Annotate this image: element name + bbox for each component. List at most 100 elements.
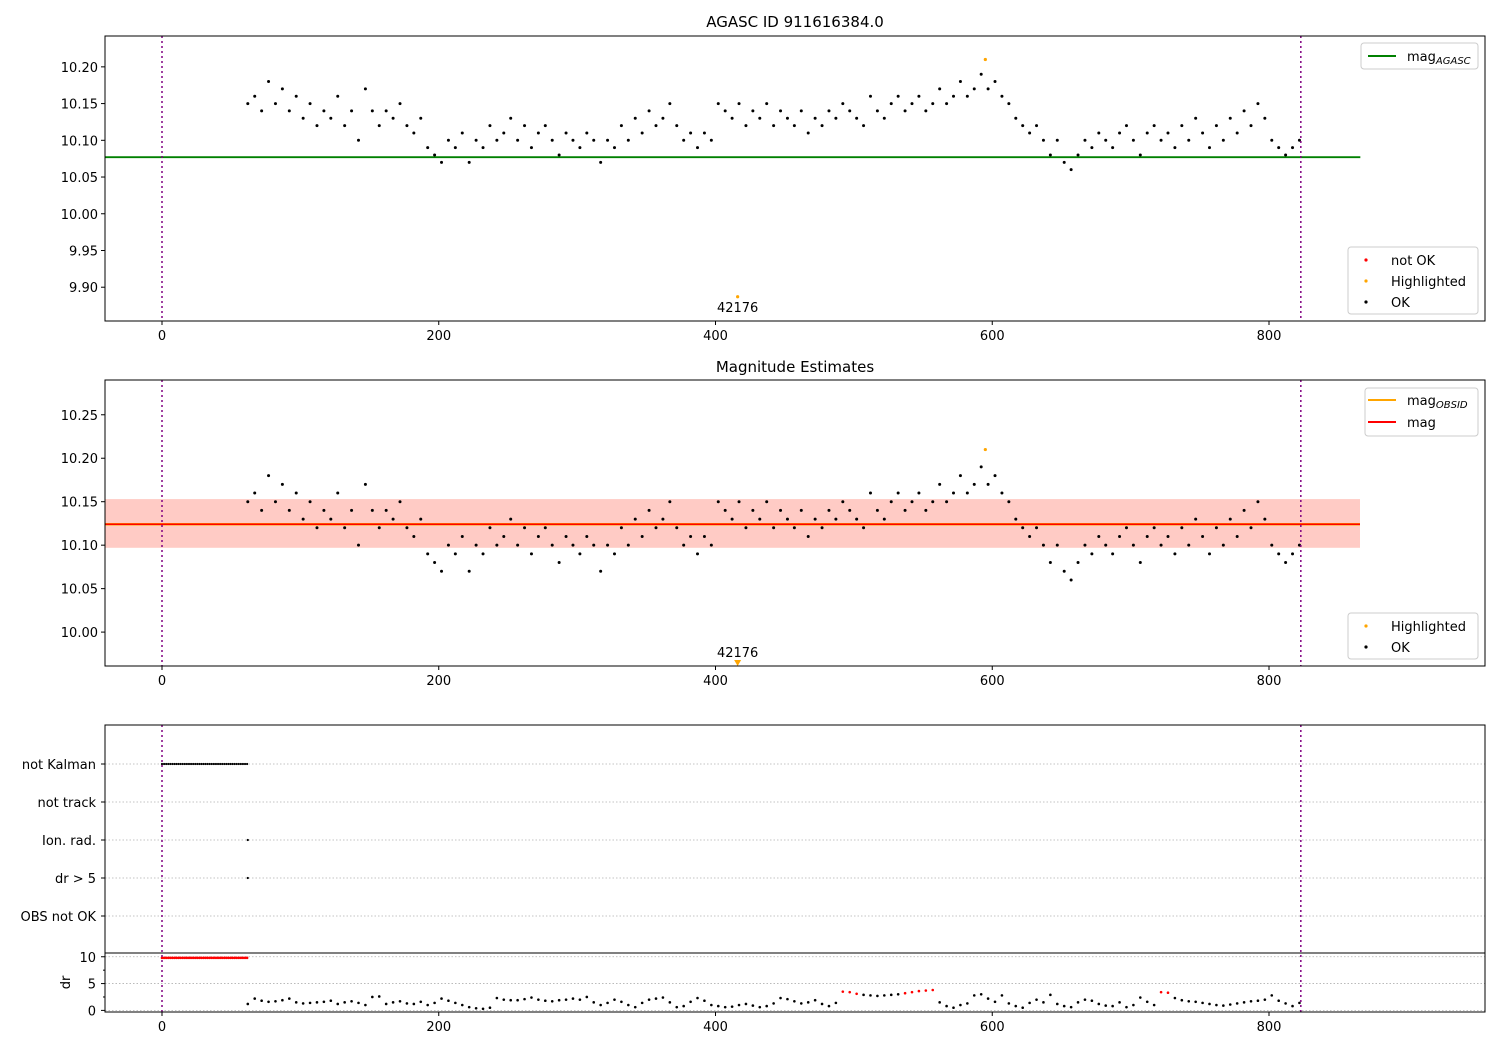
ok-point — [280, 87, 284, 91]
legend-label: mag — [1407, 416, 1436, 431]
flag-point — [214, 762, 218, 766]
ok-point — [260, 109, 264, 113]
dr-point — [557, 998, 561, 1002]
dr-point — [571, 997, 575, 1000]
dr-point — [813, 998, 817, 1002]
ok-point — [862, 526, 866, 530]
dr-point-not-ok — [181, 956, 185, 960]
ok-point — [488, 526, 492, 530]
ok-point — [1138, 153, 1142, 157]
ok-point — [1284, 153, 1288, 157]
dr-point — [481, 1007, 485, 1011]
ok-point — [412, 534, 416, 538]
ok-point — [806, 534, 810, 538]
ok-point — [592, 543, 596, 547]
ok-point — [813, 116, 817, 120]
dr-point — [1104, 1004, 1108, 1007]
dr-point-not-ok — [185, 956, 189, 960]
ok-point — [765, 102, 769, 106]
ok-point — [1097, 534, 1101, 538]
dr-point-not-ok — [231, 956, 234, 960]
y-tick-label: 10.20 — [61, 61, 98, 76]
ok-point — [1041, 543, 1045, 547]
ok-point — [917, 491, 921, 495]
dr-tick-label: 0 — [88, 1004, 96, 1019]
legend — [1347, 246, 1479, 315]
magnitude-estimates-panel: 10.00 10.05 10.10 10.15 10.20 10.25 42176 0 200 4… — [61, 379, 1486, 689]
dr-point-not-ok — [237, 956, 241, 960]
flag-point — [235, 762, 238, 766]
ok-point — [661, 116, 665, 120]
dr-point — [633, 1005, 637, 1009]
dr-point-not-ok — [183, 956, 187, 960]
ok-point — [1097, 131, 1101, 135]
ok-point — [433, 153, 437, 157]
ok-point — [868, 94, 872, 98]
dr-point — [793, 999, 796, 1003]
ok-point — [758, 517, 762, 521]
x-tick-label: 400 — [703, 1020, 728, 1035]
dr-point-not-ok — [855, 992, 858, 996]
x-tick-label: 800 — [1257, 329, 1282, 344]
dr-point — [1298, 1001, 1301, 1005]
dr-point — [744, 1002, 748, 1006]
dr-point — [1180, 998, 1184, 1002]
ok-point — [287, 508, 291, 512]
x-tick-label: 0 — [158, 329, 166, 344]
dr-point — [682, 1004, 685, 1008]
ok-point — [855, 116, 859, 120]
ok-point — [910, 102, 914, 106]
ok-point — [986, 482, 990, 486]
dr-point-not-ok — [910, 990, 914, 994]
ok-point — [1152, 526, 1156, 530]
ok-point — [938, 87, 942, 91]
ok-point — [585, 131, 589, 135]
middle-title: Magnitude Estimates — [716, 358, 874, 376]
dr-point — [779, 996, 782, 1000]
dr-point — [1194, 1000, 1197, 1004]
dr-point — [377, 995, 381, 998]
ok-point — [440, 569, 444, 573]
ok-point — [702, 534, 706, 538]
ok-point — [1062, 160, 1066, 164]
ok-point — [654, 124, 658, 128]
ok-point — [1055, 138, 1059, 142]
legend-label: not OK — [1391, 254, 1436, 269]
ok-point — [606, 138, 610, 142]
ok-point — [419, 517, 423, 521]
ok-point — [1069, 578, 1073, 582]
dr-point — [1249, 999, 1253, 1003]
obsid-annotation: 42176 — [717, 646, 758, 661]
ok-point — [1194, 116, 1198, 120]
ok-point — [502, 534, 506, 538]
ok-point — [737, 102, 741, 106]
ok-point — [896, 94, 900, 98]
ok-point — [737, 500, 741, 504]
ok-point — [675, 124, 679, 128]
dr-point — [1139, 996, 1142, 999]
offscale-marker — [734, 660, 742, 666]
flag-point — [173, 762, 176, 766]
dr-point-not-ok — [220, 956, 224, 960]
ok-point — [1000, 491, 1004, 495]
ok-point — [626, 543, 630, 547]
ok-point — [502, 131, 506, 135]
ok-point — [585, 534, 589, 538]
ok-point — [882, 116, 886, 120]
dr-point — [1235, 1002, 1239, 1005]
ok-point — [1214, 124, 1218, 128]
ok-point — [716, 500, 720, 504]
dr-point — [661, 996, 665, 999]
ok-point — [945, 102, 949, 106]
ok-point — [758, 116, 762, 120]
ok-point — [343, 124, 347, 128]
dr-point — [488, 1006, 492, 1010]
ok-point — [1035, 526, 1039, 530]
ok-point — [723, 508, 727, 512]
ok-point — [557, 561, 561, 565]
ok-point — [668, 500, 672, 504]
ok-point — [1291, 146, 1295, 150]
dr-point — [454, 1001, 457, 1005]
dr-point — [246, 1002, 250, 1006]
ok-point — [294, 94, 298, 98]
